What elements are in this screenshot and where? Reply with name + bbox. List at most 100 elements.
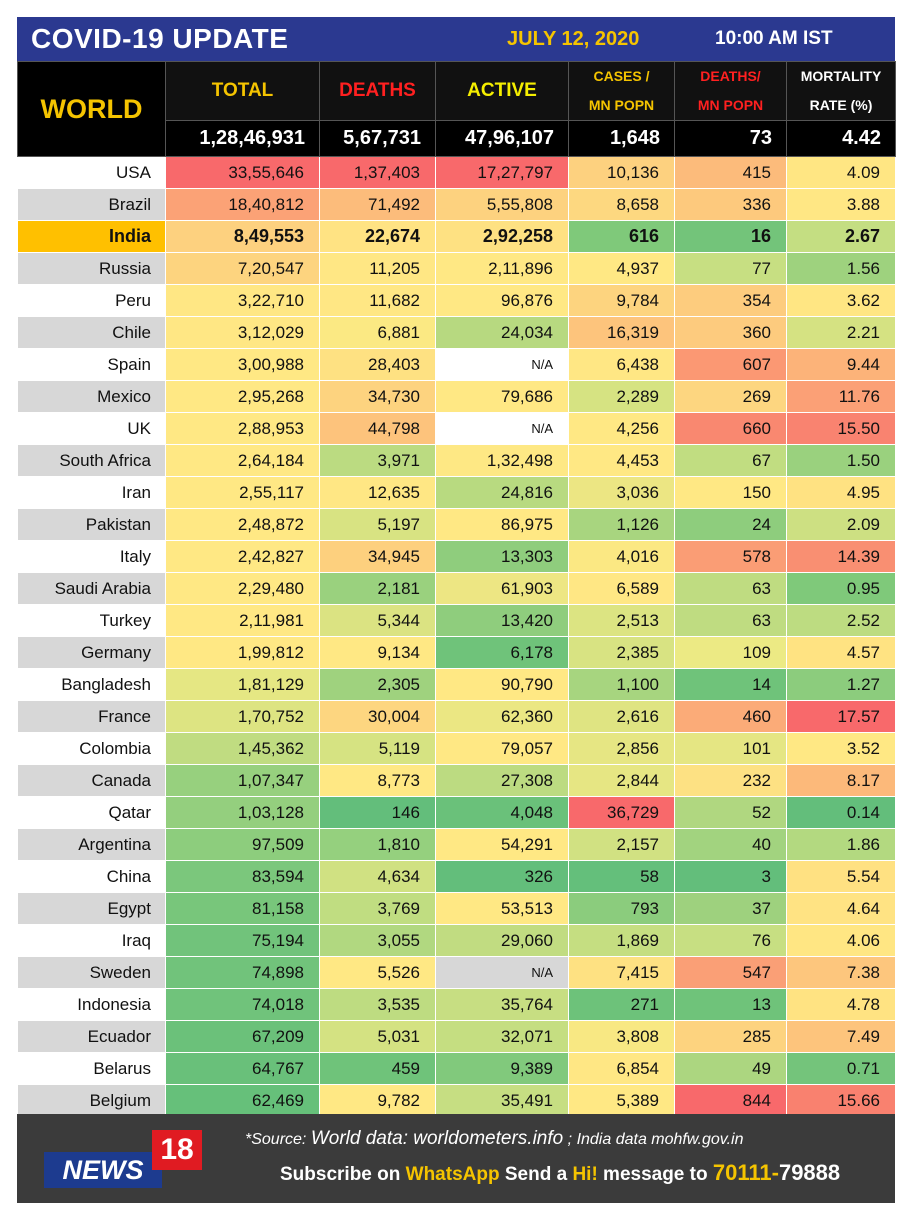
cell-active: 27,308 xyxy=(435,764,569,797)
country-name: France xyxy=(17,700,166,733)
cell-deaths-mn: 844 xyxy=(674,1084,787,1117)
cell-mortality: 4.64 xyxy=(786,892,896,925)
cell-deaths: 459 xyxy=(319,1052,436,1085)
cell-deaths: 34,730 xyxy=(319,380,436,413)
cell-total: 75,194 xyxy=(165,924,320,957)
header-deaths-mn-line2: MN POPN xyxy=(697,97,764,113)
cell-total: 2,55,117 xyxy=(165,476,320,509)
cell-deaths: 2,181 xyxy=(319,572,436,605)
sub-number-b: 79888 xyxy=(778,1160,841,1185)
cell-total: 64,767 xyxy=(165,1052,320,1085)
table-row: Argentina 97,509 1,810 54,291 2,157 40 1.86 xyxy=(17,828,896,861)
cell-cases-mn: 2,385 xyxy=(568,636,675,669)
cell-active: 24,034 xyxy=(435,316,569,349)
cell-cases-mn: 793 xyxy=(568,892,675,925)
cell-total: 2,29,480 xyxy=(165,572,320,605)
cell-mortality: 4.06 xyxy=(786,924,896,957)
source-label: *Source: xyxy=(245,1131,307,1148)
header-mortality: MORTALITY RATE (%) xyxy=(786,61,896,121)
cell-cases-mn: 36,729 xyxy=(568,796,675,829)
title-bar: COVID-19 UPDATE JULY 12, 2020 10:00 AM I… xyxy=(17,17,895,61)
country-name: Indonesia xyxy=(17,988,166,1021)
sub-text-3: message to xyxy=(597,1164,713,1185)
cell-deaths-mn: 101 xyxy=(674,732,787,765)
cell-mortality: 4.95 xyxy=(786,476,896,509)
country-name: Iraq xyxy=(17,924,166,957)
cell-cases-mn: 3,036 xyxy=(568,476,675,509)
table-row: Spain 3,00,988 28,403 N/A 6,438 607 9.44 xyxy=(17,348,896,381)
cell-deaths: 22,674 xyxy=(319,220,436,253)
table-row: South Africa 2,64,184 3,971 1,32,498 4,453 67… xyxy=(17,444,896,477)
table-row: Russia 7,20,547 11,205 2,11,896 4,937 77 1.56 xyxy=(17,252,896,285)
cell-total: 81,158 xyxy=(165,892,320,925)
cell-cases-mn: 7,415 xyxy=(568,956,675,989)
sub-whatsapp: WhatsApp xyxy=(405,1164,500,1185)
cell-total: 67,209 xyxy=(165,1020,320,1053)
header-mortality-line2: RATE (%) xyxy=(809,97,873,113)
logo-text: NEWS xyxy=(44,1152,162,1188)
cell-cases-mn: 271 xyxy=(568,988,675,1021)
cell-deaths: 3,769 xyxy=(319,892,436,925)
cell-cases-mn: 616 xyxy=(568,220,675,253)
header-cases-mn-line2: MN POPN xyxy=(588,97,655,113)
cell-deaths: 5,119 xyxy=(319,732,436,765)
country-name: Turkey xyxy=(17,604,166,637)
cell-cases-mn: 5,389 xyxy=(568,1084,675,1117)
sub-number-a: 70111- xyxy=(712,1160,779,1185)
cell-active: 62,360 xyxy=(435,700,569,733)
table-header-row: WORLD TOTAL DEATHS ACTIVE CASES / MN POP… xyxy=(17,61,896,157)
sub-text-1: Subscribe on xyxy=(280,1164,406,1185)
cell-cases-mn: 4,256 xyxy=(568,412,675,445)
cell-deaths-mn: 14 xyxy=(674,668,787,701)
cell-deaths: 5,526 xyxy=(319,956,436,989)
table-row: Peru 3,22,710 11,682 96,876 9,784 354 3.62 xyxy=(17,284,896,317)
cell-total: 83,594 xyxy=(165,860,320,893)
cell-mortality: 1.50 xyxy=(786,444,896,477)
cell-mortality: 1.86 xyxy=(786,828,896,861)
table-row: Bangladesh 1,81,129 2,305 90,790 1,100 14 1.27 xyxy=(17,668,896,701)
world-summary-row: 1,28,46,931 5,67,731 47,96,107 1,648 73 … xyxy=(18,120,896,157)
header-mortality-line1: MORTALITY xyxy=(800,68,882,84)
cell-active: 35,764 xyxy=(435,988,569,1021)
cell-deaths: 12,635 xyxy=(319,476,436,509)
cell-deaths: 3,535 xyxy=(319,988,436,1021)
table-row: France 1,70,752 30,004 62,360 2,616 460 17.57 xyxy=(17,700,896,733)
table-row: Chile 3,12,029 6,881 24,034 16,319 360 2.21 xyxy=(17,316,896,349)
logo-number: 18 xyxy=(152,1130,202,1170)
cell-total: 18,40,812 xyxy=(165,188,320,221)
cell-deaths: 9,782 xyxy=(319,1084,436,1117)
source-line: *Source: World data: worldometers.info ;… xyxy=(245,1128,743,1150)
cell-active: 24,816 xyxy=(435,476,569,509)
cell-deaths: 5,197 xyxy=(319,508,436,541)
country-name: Mexico xyxy=(17,380,166,413)
header-active: ACTIVE xyxy=(435,61,569,121)
cell-deaths: 4,634 xyxy=(319,860,436,893)
cell-total: 2,11,981 xyxy=(165,604,320,637)
cell-deaths-mn: 63 xyxy=(674,604,787,637)
cell-deaths-mn: 150 xyxy=(674,476,787,509)
cell-deaths-mn: 607 xyxy=(674,348,787,381)
cell-deaths: 28,403 xyxy=(319,348,436,381)
cell-deaths-mn: 37 xyxy=(674,892,787,925)
cell-active: 2,92,258 xyxy=(435,220,569,253)
table-row: Italy 2,42,827 34,945 13,303 4,016 578 14.39 xyxy=(17,540,896,573)
table-row: Saudi Arabia 2,29,480 2,181 61,903 6,589 63 0.… xyxy=(17,572,896,605)
cell-total: 8,49,553 xyxy=(165,220,320,253)
header-deaths: DEATHS xyxy=(319,61,436,121)
cell-cases-mn: 4,937 xyxy=(568,252,675,285)
country-rows: USA 33,55,646 1,37,403 17,27,797 10,136 415 4.… xyxy=(17,156,896,1117)
cell-cases-mn: 2,616 xyxy=(568,700,675,733)
cell-deaths: 30,004 xyxy=(319,700,436,733)
sub-text-2: Send a xyxy=(499,1164,573,1185)
country-name: Saudi Arabia xyxy=(17,572,166,605)
table-row: Pakistan 2,48,872 5,197 86,975 1,126 24 2.09 xyxy=(17,508,896,541)
cell-deaths: 3,055 xyxy=(319,924,436,957)
cell-mortality: 9.44 xyxy=(786,348,896,381)
cell-deaths-mn: 547 xyxy=(674,956,787,989)
table-row: Egypt 81,158 3,769 53,513 793 37 4.64 xyxy=(17,892,896,925)
cell-deaths: 146 xyxy=(319,796,436,829)
cell-total: 2,64,184 xyxy=(165,444,320,477)
cell-mortality: 2.52 xyxy=(786,604,896,637)
cell-active: N/A xyxy=(435,348,569,381)
cell-total: 2,95,268 xyxy=(165,380,320,413)
